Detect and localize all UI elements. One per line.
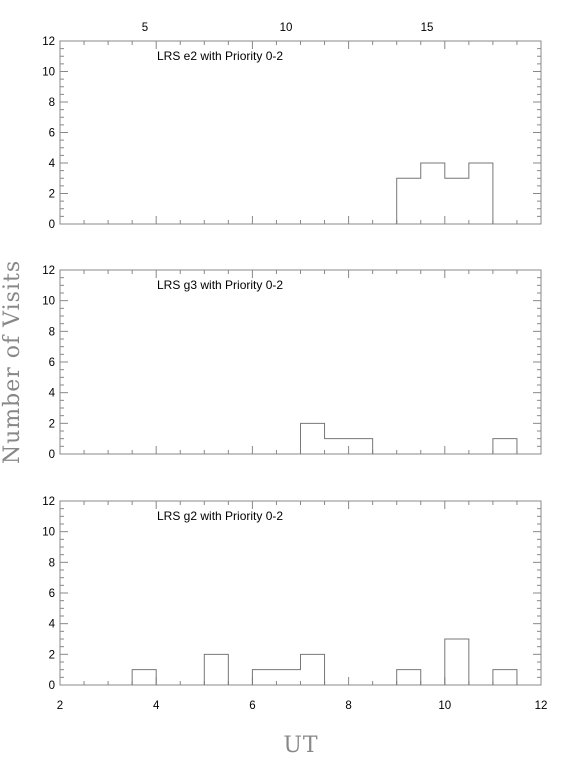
histogram-bin [276, 670, 300, 685]
y-tick-label: 8 [49, 97, 55, 109]
y-tick-label: 8 [49, 557, 55, 569]
histogram-bin [469, 163, 493, 224]
y-tick-label: 6 [49, 588, 55, 600]
panel-label: LRS g2 with Priority 0-2 [157, 509, 283, 523]
y-tick-label: 2 [49, 189, 55, 201]
histogram-bin [325, 439, 349, 454]
panel-label: LRS e2 with Priority 0-2 [157, 49, 283, 63]
top-axis-tick-label: 5 [142, 22, 148, 34]
y-tick-label: 10 [42, 67, 55, 79]
x-tick-label: 8 [345, 700, 351, 712]
panel-1: 0 2 4 6 8 10 12 LRS e2 with Priority 0-2 [42, 36, 542, 231]
y-tick-label: 10 [42, 527, 55, 539]
y-tick-label: 4 [49, 158, 56, 170]
y-tick-label: 0 [49, 449, 55, 461]
y-tick-label: 8 [49, 326, 55, 338]
histogram-bin [493, 439, 517, 454]
histogram-bin [445, 178, 469, 224]
histogram-bin [445, 639, 469, 685]
y-tick-label: 6 [49, 357, 55, 369]
y-tick-label: 4 [49, 388, 56, 400]
y-tick-label: 2 [49, 418, 55, 430]
y-tick-label: 12 [42, 265, 55, 277]
histogram-bin [421, 163, 445, 224]
histogram-bin [349, 439, 373, 454]
y-tick-label: 12 [42, 496, 55, 508]
y-tick-label: 4 [49, 619, 56, 631]
histogram-bin [397, 670, 421, 685]
x-axis-title: UT [283, 733, 318, 758]
panel-frame [59, 40, 542, 225]
y-tick-label: 0 [49, 680, 55, 692]
histogram-bin [252, 670, 276, 685]
x-tick-label: 10 [438, 700, 451, 712]
y-tick-label: 12 [42, 36, 55, 48]
y-tick-label: 10 [42, 296, 55, 308]
x-tick-label: 6 [249, 700, 255, 712]
y-tick-label: 2 [49, 649, 55, 661]
top-axis-tick-label: 10 [280, 22, 293, 34]
x-tick-label: 12 [535, 700, 548, 712]
histogram-bin [301, 423, 325, 454]
histogram-bin [132, 670, 156, 685]
histogram-bin [301, 654, 325, 685]
panel-label: LRS g3 with Priority 0-2 [157, 278, 283, 292]
histogram-bin [493, 670, 517, 685]
x-tick-label: 4 [153, 700, 160, 712]
histogram-bin [204, 654, 228, 685]
y-tick-label: 0 [49, 219, 55, 231]
histogram-bin [397, 178, 421, 224]
histogram-outline [396, 162, 494, 224]
top-axis-tick-label: 15 [421, 22, 434, 34]
histogram-outline [131, 638, 518, 685]
y-axis-title: Number of Visits [0, 260, 25, 464]
panel-2: 0 2 4 6 8 10 12 LRS g3 with Priority 0-2 [42, 265, 542, 461]
x-tick-label: 2 [57, 700, 63, 712]
y-tick-label: 6 [49, 128, 55, 140]
histogram-outline [300, 422, 518, 454]
